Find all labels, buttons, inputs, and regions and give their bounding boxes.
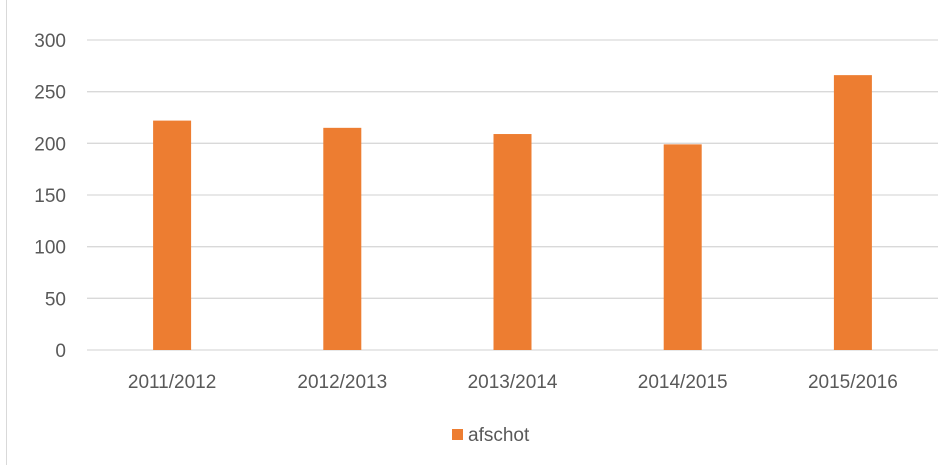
y-tick-label-250: 250 bbox=[34, 83, 66, 104]
y-tick-label-0: 0 bbox=[55, 341, 66, 362]
gridlines bbox=[87, 39, 938, 351]
legend: afschot bbox=[452, 425, 530, 446]
bar-2014-2015 bbox=[663, 144, 702, 350]
x-tick-label-2014-2015: 2014/2015 bbox=[638, 372, 728, 393]
y-tick-label-50: 50 bbox=[45, 289, 66, 310]
bar-2012-2013 bbox=[323, 127, 362, 350]
x-tick-label-2013-2014: 2013/2014 bbox=[468, 372, 558, 393]
legend-swatch-afschot bbox=[452, 429, 463, 440]
bars bbox=[153, 75, 872, 350]
legend-label-afschot: afschot bbox=[468, 425, 530, 446]
x-tick-label-2011-2012: 2011/2012 bbox=[128, 372, 216, 393]
chart-left-border bbox=[6, 0, 7, 465]
x-axis-tick-labels: 2011/2012 2012/2013 2013/2014 2014/2015 2015… bbox=[128, 372, 898, 393]
x-tick-label-2012-2013: 2012/2013 bbox=[297, 372, 387, 393]
y-axis-tick-labels: 0 50 100 150 200 250 300 bbox=[34, 31, 66, 362]
bar-2011-2012 bbox=[153, 120, 192, 350]
y-tick-label-150: 150 bbox=[34, 186, 66, 207]
y-tick-label-300: 300 bbox=[34, 31, 66, 52]
y-tick-label-100: 100 bbox=[34, 238, 66, 259]
y-tick-label-200: 200 bbox=[34, 134, 66, 155]
bar-2013-2014 bbox=[493, 134, 532, 350]
bar-2015-2016 bbox=[833, 75, 872, 350]
x-tick-label-2015-2016: 2015/2016 bbox=[808, 372, 898, 393]
